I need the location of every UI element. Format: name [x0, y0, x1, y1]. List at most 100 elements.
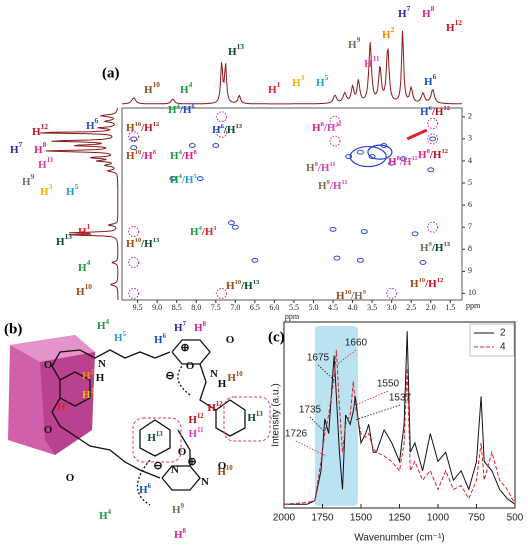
peak-label: H10: [76, 282, 92, 297]
x-tick-label: 7.5: [211, 303, 221, 312]
atom-label: H7: [174, 321, 187, 333]
peak-label: H4: [180, 80, 193, 95]
x-tick-label: 750: [468, 513, 485, 524]
peak-label: H3: [40, 182, 53, 197]
x-tick-label: 500: [507, 513, 524, 524]
cross-peak-label: H10/H12: [126, 121, 159, 134]
cross-peak: [188, 143, 196, 148]
x-tick-label: 5.5: [289, 303, 299, 312]
x-tick-label: 4.0: [348, 303, 358, 312]
plot-frame: [121, 107, 463, 301]
y-tick-label: 2: [468, 112, 472, 121]
cross-peak-label: H8/H11: [388, 155, 418, 168]
annotation: 1726: [285, 429, 308, 440]
x-tick-label: 9.5: [133, 303, 143, 312]
projection-top: [122, 30, 462, 105]
cross-peak: [333, 255, 341, 261]
annotation-leader: [295, 440, 327, 457]
peak-label: H7: [398, 4, 411, 19]
atom-label: H5: [114, 331, 127, 343]
atom-label: H8: [174, 528, 187, 540]
atom-label: O: [218, 460, 227, 472]
cross-peak: [130, 145, 138, 151]
peak-label: H3: [292, 73, 305, 88]
x-tick-label: 9.0: [152, 303, 162, 312]
atom-label: N: [210, 368, 218, 380]
cross-peak: [349, 145, 387, 168]
cross-peak-ring: [216, 287, 228, 299]
cross-peak-label: H9/H11: [318, 179, 348, 192]
peak-label: H11: [38, 155, 54, 170]
cross-peak: [329, 226, 337, 232]
annotation: 1735: [299, 405, 322, 416]
cross-peak-ring: [216, 126, 228, 138]
atom-label: H12: [207, 401, 223, 413]
peak-label: H5: [66, 182, 79, 197]
cross-peak: [356, 149, 364, 155]
atom-label: N: [201, 476, 209, 488]
peak-label: H12: [446, 18, 462, 33]
cross-peak: [231, 224, 239, 230]
y-tick-label: 9: [468, 266, 472, 275]
y-tick-label: 6: [468, 200, 472, 209]
atom-label: O: [178, 446, 187, 458]
atom-label: H10: [227, 371, 243, 383]
cross-peak: [251, 257, 259, 263]
cross-peak-label: H8/H12: [418, 148, 448, 161]
annotation-leader: [336, 349, 357, 366]
cross-peak-label: H10/H12: [410, 277, 443, 290]
peak-label: H5: [316, 73, 329, 88]
atom-label: ⊕: [180, 342, 189, 354]
atom-label: ⊕: [187, 456, 196, 468]
panel-label: (c): [268, 329, 285, 345]
x-tick-label: 3.5: [367, 303, 377, 312]
y-tick-label: 8: [468, 244, 472, 253]
x-tick-label: 1250: [388, 513, 411, 524]
x-tick-label: 1.5: [445, 303, 455, 312]
x-tick-label: 5.0: [308, 303, 318, 312]
x-tick-label: 6.0: [269, 303, 279, 312]
peak-label: H10: [144, 80, 160, 95]
annotation-leader: [355, 404, 401, 421]
atom-label: H13: [147, 431, 163, 443]
atom-label: H4: [97, 319, 110, 331]
y-tick-label: 5: [468, 178, 472, 187]
atom-label: O: [226, 334, 235, 346]
legend-label: 2: [500, 328, 506, 339]
atom-label: H: [218, 378, 227, 390]
atom-label: H1: [57, 400, 70, 412]
annotation: 1675: [307, 353, 330, 364]
peak-label: H1: [268, 80, 281, 95]
annotation: 1537: [389, 393, 412, 404]
annotation: 1660: [345, 338, 368, 349]
atom-label: H2: [82, 369, 95, 381]
x-tick-label: 6.5: [250, 303, 260, 312]
legend-box: [469, 323, 515, 357]
highlight-region: [314, 326, 358, 506]
annotation-leader: [353, 390, 389, 407]
cross-peak: [399, 156, 407, 162]
annotation-leader: [309, 416, 326, 433]
legend-label: 4: [500, 342, 506, 353]
cross-peak-ring: [386, 287, 398, 299]
x-tick-label: 2.0: [426, 303, 436, 312]
cross-peak: [227, 220, 235, 226]
cavitand-shape: [8, 335, 95, 455]
atom-label: H6: [139, 483, 152, 495]
peak-label: H13: [56, 232, 72, 247]
x-tick-label: 8.0: [191, 303, 201, 312]
cross-peak-ring: [427, 221, 439, 233]
peak-label: H11: [364, 54, 380, 69]
y-axis-label: ppm: [466, 301, 481, 310]
cross-peak-ring: [128, 226, 140, 238]
diagonal-peak: [406, 128, 428, 141]
atom-label: H4: [99, 509, 112, 521]
cross-peak-ring: [329, 135, 341, 147]
atom-label: H8: [194, 321, 207, 333]
cross-peak-label: H10/H13: [226, 279, 260, 292]
cross-peak-label: H10/H9: [336, 289, 367, 302]
atom-label: ⊖: [165, 370, 174, 382]
cross-peak: [130, 136, 138, 142]
atom-label: N: [171, 464, 179, 476]
projection-left: [39, 107, 119, 300]
